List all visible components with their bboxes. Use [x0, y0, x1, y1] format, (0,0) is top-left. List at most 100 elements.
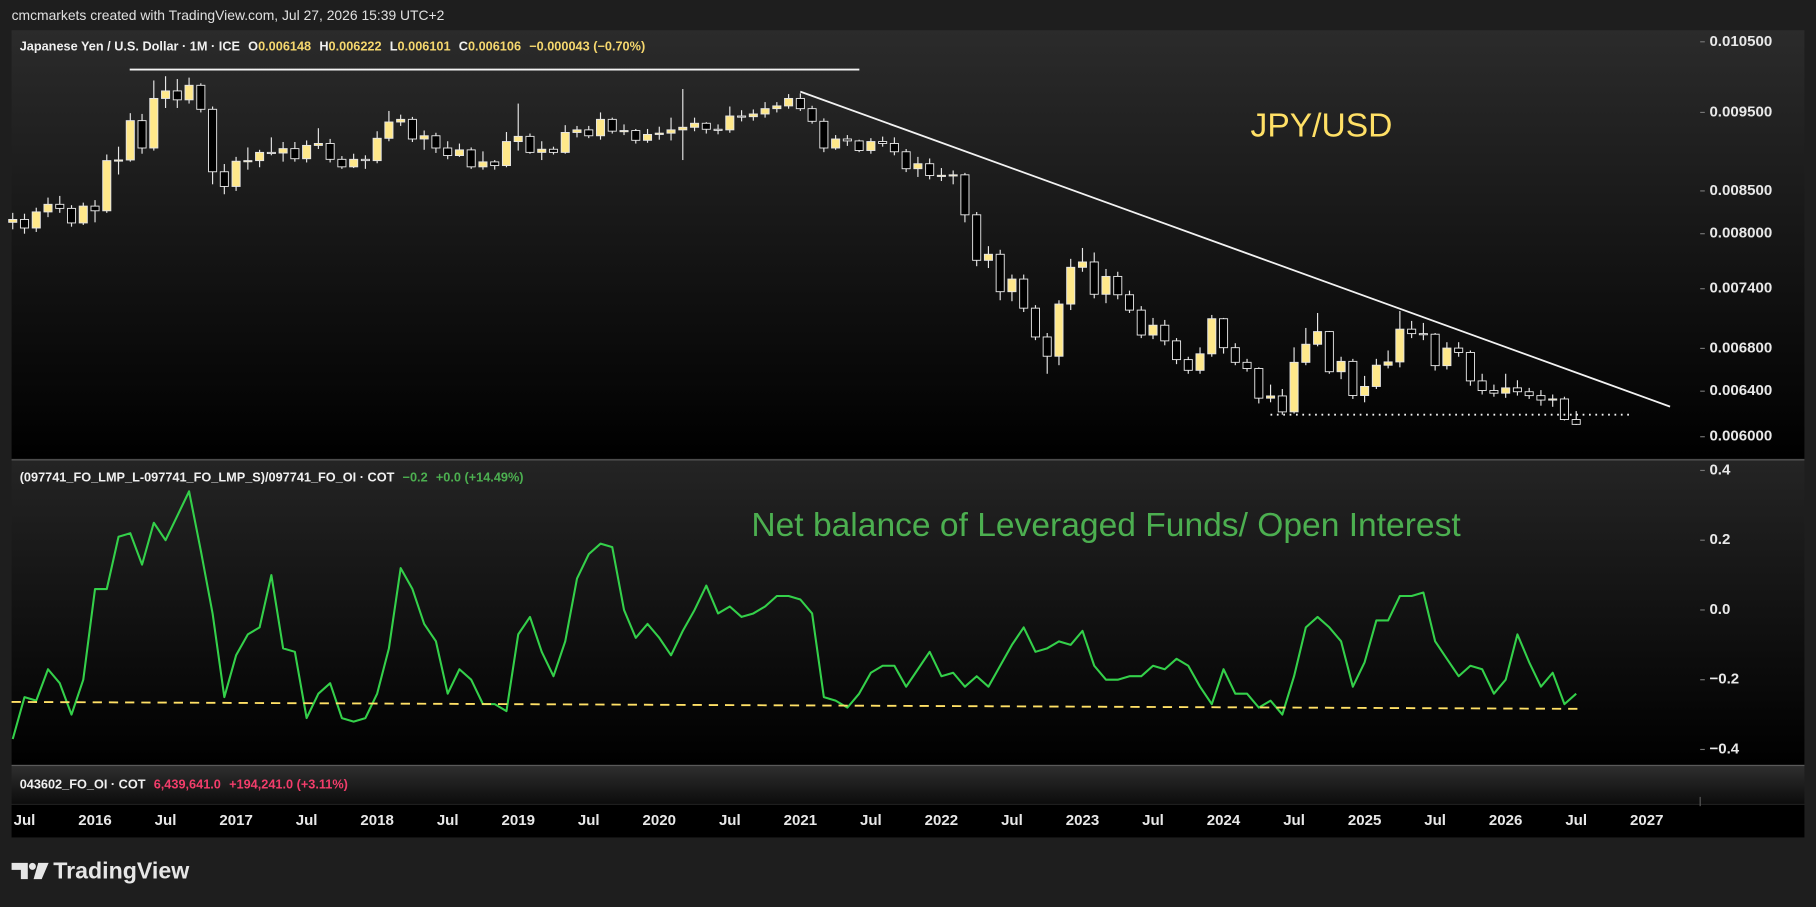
candle-body [772, 105, 782, 110]
trend-line [799, 90, 1671, 408]
candle-body [184, 84, 194, 101]
candle-body [901, 151, 911, 170]
candle-body [1524, 391, 1534, 397]
candle-body [1512, 387, 1522, 393]
x-tick-label: 2020 [643, 812, 676, 829]
candle-body [431, 135, 441, 149]
y-tick-label: 0.4 [1709, 461, 1731, 478]
candle-body [537, 148, 547, 153]
candle-body [819, 120, 829, 149]
candle-body [1101, 275, 1111, 295]
candle-body [1348, 360, 1358, 396]
candle-body [1313, 331, 1323, 345]
candle-body [842, 138, 852, 142]
y-tick-label: 0.009500 [1709, 103, 1772, 120]
x-tick-label: 2016 [78, 812, 111, 829]
y-tick-label: 0.006000 [1709, 428, 1772, 445]
candle-body [572, 129, 582, 133]
candle-body [1395, 328, 1405, 363]
brand-logo: TradingView [11, 857, 190, 883]
candle-body [889, 143, 899, 153]
candle-body [466, 149, 476, 168]
candle-body [125, 120, 135, 161]
candle-body [1277, 395, 1287, 413]
candle-body [607, 118, 617, 132]
candle-body [114, 159, 124, 162]
x-tick-label: Jul [14, 812, 36, 829]
candle-body [1042, 336, 1052, 357]
y-tick-label: 0.2 [1709, 531, 1730, 548]
reference-line [11, 700, 1583, 710]
x-tick-label: Jul [719, 812, 741, 829]
oi-title: 043602_FO_OI · COT [20, 777, 146, 792]
candle-body [90, 205, 100, 212]
candle-body [478, 161, 488, 168]
ohlc-label: O [248, 39, 258, 54]
indicator-legend: (097741_FO_LMP_L-097741_FO_LMP_S)/097741… [20, 470, 524, 485]
candle-body [1442, 347, 1452, 367]
price-pane [11, 30, 1805, 459]
candle-body [1230, 347, 1240, 363]
y-tick-label: −0.4 [1709, 740, 1739, 757]
candle-body [936, 174, 946, 177]
candle-body [1559, 398, 1569, 420]
candle-body [1501, 387, 1511, 394]
candle-body [654, 132, 664, 135]
candle-body [1418, 333, 1428, 336]
candle-body [854, 140, 864, 151]
candle-body [66, 207, 77, 224]
candle-body [1219, 318, 1229, 349]
oi-value: 6,439,641.0 [154, 777, 221, 792]
candle-body [443, 147, 453, 157]
y-tick-label: 0.008500 [1709, 182, 1772, 199]
oi-legend: 043602_FO_OI · COT 6,439,641.0 +194,241.… [20, 777, 348, 792]
candle-body [243, 160, 253, 163]
candle-body [313, 143, 323, 146]
x-tick-label: Jul [1001, 812, 1023, 829]
candle-body [831, 138, 841, 149]
x-tick-label: Jul [155, 812, 177, 829]
candle-body [595, 118, 606, 137]
x-tick-label: Jul [296, 812, 318, 829]
x-tick-label: Jul [1565, 812, 1587, 829]
candle-body [1289, 361, 1299, 413]
candle-body [8, 219, 18, 223]
candle-body [666, 129, 676, 134]
indicator-pane [11, 461, 1805, 765]
candle-body [1136, 309, 1146, 336]
candle-body [795, 97, 805, 110]
candle-body [290, 148, 300, 160]
candle-body [1207, 318, 1217, 355]
x-tick-label: Jul [1142, 812, 1164, 829]
candle-body [19, 219, 30, 229]
candle-body [866, 141, 876, 151]
x-tick-label: Jul [860, 812, 882, 829]
x-tick-label: Jul [578, 812, 600, 829]
y-tick-label: 0.0 [1709, 601, 1730, 618]
candle-body [360, 158, 370, 162]
candle-body [31, 211, 41, 229]
candle-body [701, 122, 711, 130]
candle-body [1007, 278, 1017, 293]
candle-body [407, 118, 417, 140]
annotation: JPY/USD [1251, 107, 1393, 144]
candle-body [690, 122, 700, 128]
candle-body [1124, 294, 1135, 311]
y-tick-label: 0.007400 [1709, 280, 1772, 297]
ohlc-value: 0.006101 [398, 39, 451, 54]
candle-body [278, 148, 288, 154]
candle-body [172, 90, 182, 101]
drawings [11, 68, 1671, 710]
candle-body [1383, 361, 1393, 366]
candle-body [1066, 266, 1076, 305]
candle-body [1172, 340, 1182, 361]
candle-body [161, 90, 171, 99]
candle-body [1183, 359, 1193, 371]
candle-body [925, 163, 935, 176]
candle-body [149, 97, 159, 149]
candle-body [55, 203, 65, 209]
candle-body [196, 84, 206, 110]
candle-body [725, 115, 735, 131]
